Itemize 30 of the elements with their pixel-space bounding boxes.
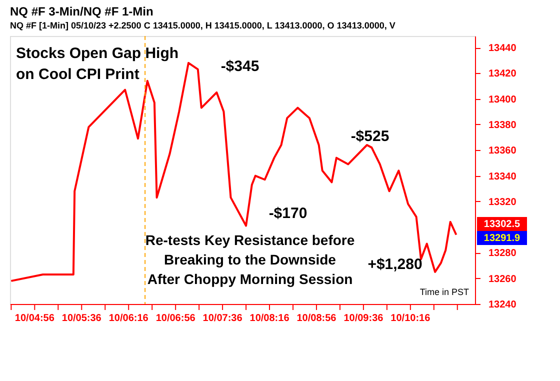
y-tick-label: 13240 bbox=[488, 300, 517, 310]
y-tick-label: 13380 bbox=[488, 120, 517, 131]
annotation: Re-tests Key Resistance before Breaking to the Downside After Choppy Morning Session bbox=[145, 232, 355, 288]
x-tick-label: 10/08:16 bbox=[250, 313, 290, 324]
text: 13302.5 bbox=[484, 219, 521, 230]
x-tick-label: 10/07:36 bbox=[202, 313, 243, 324]
chart-subtitle: NQ #F [1-Min] 05/10/23 +2.2500 C 13415.0000, H 13415.0000, L 13413.0000, O 13413.0000, V bbox=[10, 20, 396, 30]
x-tick-label: 10/04:56 bbox=[14, 313, 55, 324]
annotation: Time in PST bbox=[420, 287, 470, 297]
y-tick-label: 13320 bbox=[488, 196, 517, 208]
y-tick-label: 13260 bbox=[488, 274, 517, 285]
x-tick-label: 10/08:56 bbox=[296, 313, 337, 324]
chart-title: NQ #F 3-Min/NQ #F 1-Min bbox=[10, 4, 154, 18]
y-tick-label: 13440 bbox=[488, 43, 517, 54]
x-tick-label: 10/10:16 bbox=[390, 313, 431, 324]
x-tick-label: 10/06:56 bbox=[156, 313, 196, 324]
annotation: +$1,280 bbox=[368, 256, 422, 273]
y-tick-label: 13400 bbox=[488, 94, 517, 106]
text: 13291.9 bbox=[484, 233, 521, 244]
annotation: -$170 bbox=[268, 205, 308, 222]
annotation: -$345 bbox=[220, 58, 260, 75]
y-tick-label: 13420 bbox=[488, 68, 517, 80]
y-tick-label: 13340 bbox=[488, 171, 517, 182]
x-tick-label: 10/06:16 bbox=[108, 313, 149, 324]
y-tick-label: 13280 bbox=[488, 248, 517, 260]
x-tick-label: 10/05:36 bbox=[62, 313, 102, 324]
y-tick-label: 13360 bbox=[488, 146, 517, 157]
annotation: Stocks Open Gap High on Cool CPI Print bbox=[16, 45, 179, 83]
x-tick-label: 10/09:36 bbox=[344, 313, 384, 324]
annotation: -$525 bbox=[350, 128, 390, 145]
